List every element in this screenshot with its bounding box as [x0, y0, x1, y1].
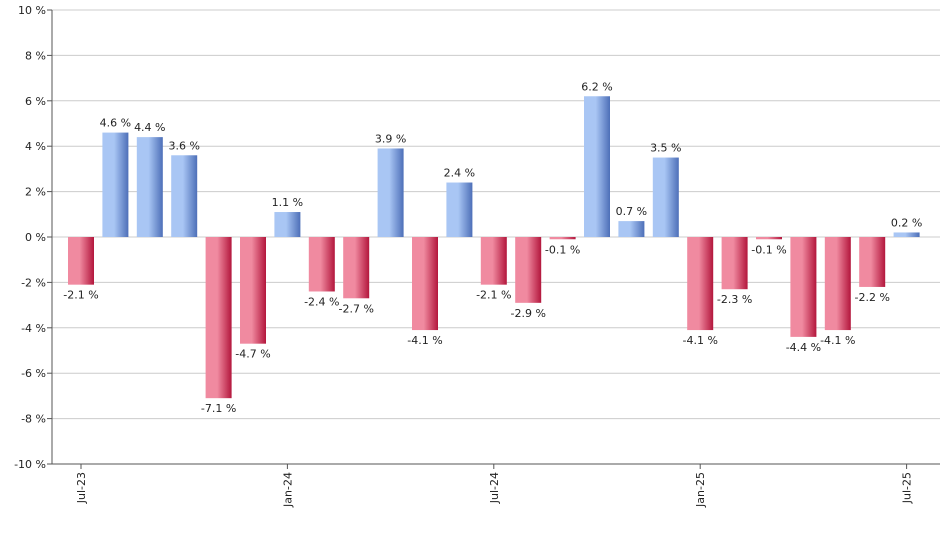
bar-value-label: 1.1 % [272, 196, 303, 209]
bar [68, 237, 94, 285]
bar [859, 237, 886, 287]
bar [893, 232, 920, 237]
bar-value-label: -4.4 % [786, 341, 821, 354]
y-tick-label: 10 % [18, 4, 46, 17]
y-tick-label: -6 % [21, 367, 46, 380]
bar [446, 182, 473, 237]
bar-value-label: -0.1 % [751, 243, 786, 256]
bar-value-label: -4.7 % [235, 348, 270, 361]
bar-value-label: -2.1 % [63, 289, 98, 302]
bar-value-label: 4.6 % [100, 117, 131, 130]
bar [515, 237, 542, 303]
bar-value-label: -2.2 % [854, 291, 889, 304]
bar [377, 148, 404, 237]
bar-value-label: -2.7 % [338, 302, 373, 315]
y-tick-label: 0 % [25, 231, 46, 244]
bar [412, 237, 438, 331]
y-tick-label: -4 % [21, 322, 46, 335]
bar-value-label: -4.1 % [820, 334, 855, 347]
x-tick-label: Jan-25 [694, 472, 707, 508]
bar [343, 237, 370, 299]
x-axis-tick-labels: Jul-23 Jan-24 Jul-24 Jan-25 Jul-25 [75, 464, 914, 508]
bar-value-label: 0.2 % [891, 216, 922, 229]
y-tick-label: 4 % [25, 140, 46, 153]
bar [618, 221, 645, 237]
bar [584, 96, 610, 237]
bar-value-label: -0.1 % [545, 243, 580, 256]
bar-value-label: -2.1 % [476, 289, 511, 302]
bar [136, 137, 163, 237]
bar [308, 237, 335, 292]
bar [790, 237, 817, 337]
bar [205, 237, 232, 399]
x-tick-label: Jul-24 [488, 472, 501, 504]
bars [68, 96, 920, 399]
bar-value-label: 6.2 % [581, 80, 612, 93]
x-tick-label: Jul-25 [901, 472, 914, 504]
bar-value-label: 2.4 % [444, 167, 475, 180]
bar [274, 212, 301, 237]
y-tick-label: -2 % [21, 276, 46, 289]
x-tick-label: Jul-23 [75, 472, 88, 504]
bar-value-label: 3.6 % [168, 139, 199, 152]
bar-value-label: 4.4 % [134, 121, 165, 134]
bar-value-label: -2.4 % [304, 295, 339, 308]
bar-value-label: -2.9 % [510, 307, 545, 320]
bar [549, 237, 576, 240]
bar [240, 237, 266, 344]
bar-value-label: -4.1 % [682, 334, 717, 347]
y-tick-label: 6 % [25, 95, 46, 108]
y-axis-tick-labels: 10 % 8 % 6 % 4 % 2 % 0 % -2 % -4 % -6 % -8 % -10 % [14, 4, 46, 471]
bar-value-label: 3.5 % [650, 142, 681, 155]
y-tick-label: 2 % [25, 186, 46, 199]
bar-value-label: 3.9 % [375, 132, 406, 145]
bar [652, 157, 679, 237]
bar [687, 237, 714, 331]
bar-value-label: -7.1 % [201, 402, 236, 415]
y-tick-label: -8 % [21, 413, 46, 426]
bar-value-label: -4.1 % [407, 334, 442, 347]
data-labels: -2.1 % 4.6 % 4.4 %3.6 % -7.1 % -4.7 % 1.1 % -2… [63, 80, 922, 415]
bar [756, 237, 782, 240]
bar [102, 132, 129, 237]
bar [480, 237, 507, 285]
bar [721, 237, 748, 290]
bar-value-label: 0.7 % [616, 205, 647, 218]
bar [824, 237, 851, 331]
y-tick-label: -10 % [14, 458, 46, 471]
bar [171, 155, 198, 237]
bar-value-label: -2.3 % [717, 293, 752, 306]
x-tick-label: Jan-24 [281, 472, 294, 508]
y-tick-label: 8 % [25, 49, 46, 62]
axes [51, 10, 940, 465]
